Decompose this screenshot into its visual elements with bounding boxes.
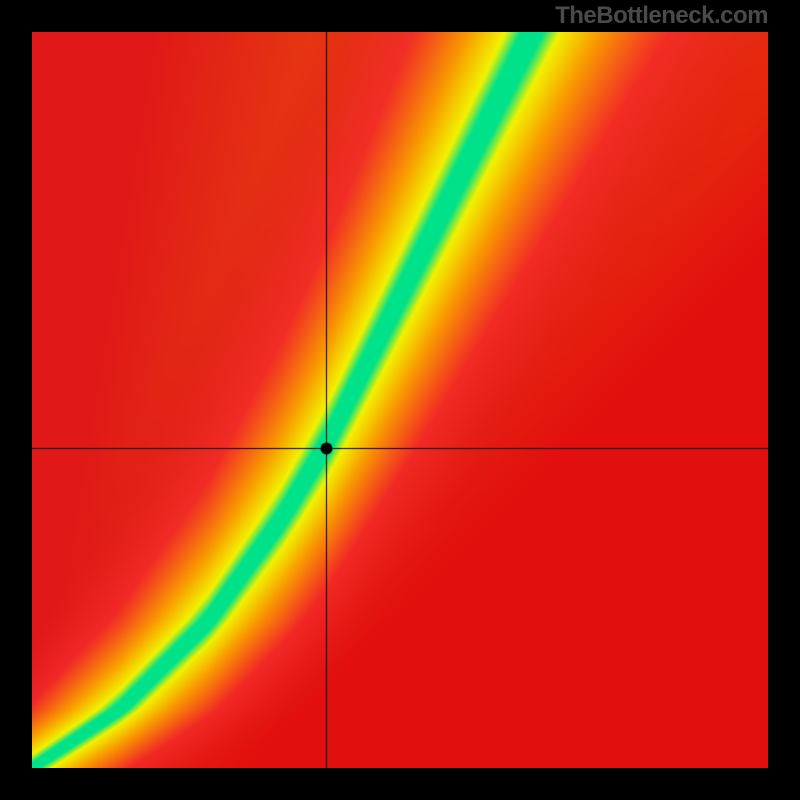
chart-frame: TheBottleneck.com bbox=[0, 0, 800, 800]
watermark-text: TheBottleneck.com bbox=[555, 2, 768, 30]
heatmap-area bbox=[32, 32, 768, 768]
heatmap-canvas bbox=[32, 32, 768, 768]
